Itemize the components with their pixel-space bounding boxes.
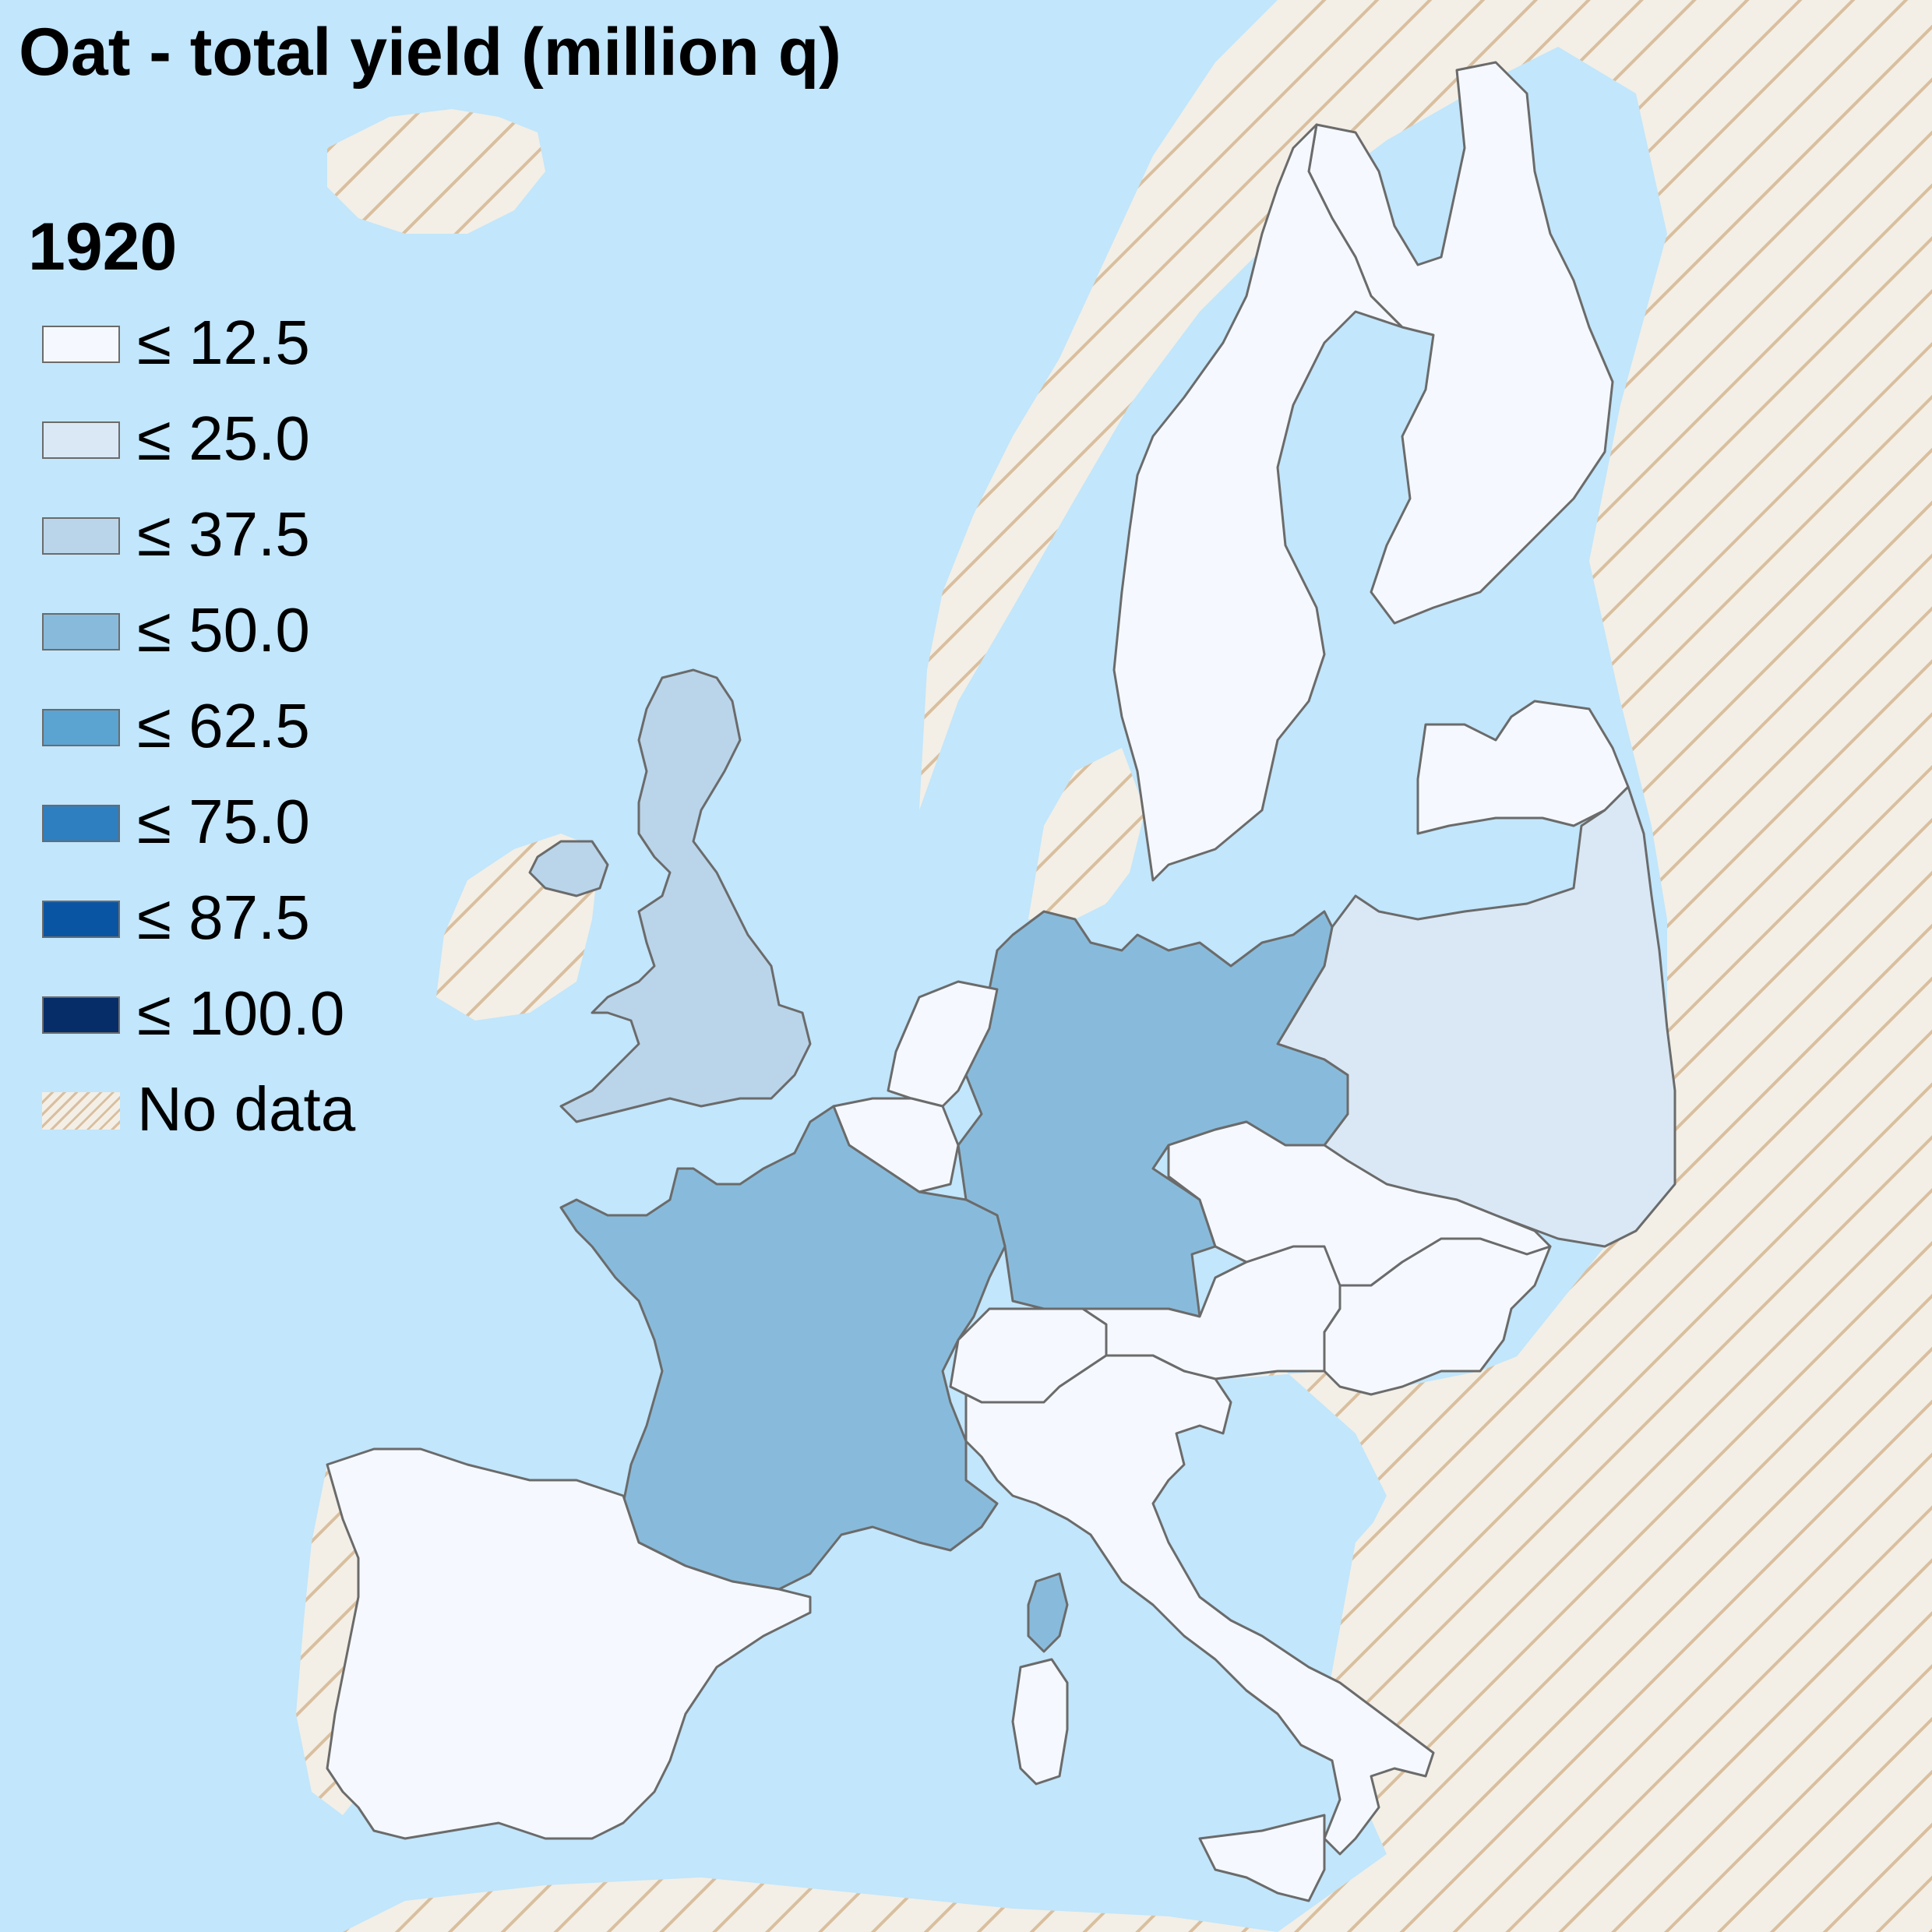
country-hungary (1323, 1237, 1552, 1396)
country-northern-ireland (528, 840, 609, 897)
legend-swatch (42, 996, 120, 1034)
legend-label: ≤ 12.5 (137, 308, 310, 377)
legend-label: ≤ 25.0 (137, 404, 310, 473)
legend-label: ≤ 37.5 (137, 499, 310, 569)
legend-label: ≤ 87.5 (137, 883, 310, 952)
legend-swatch (42, 901, 120, 938)
legend-swatch (42, 326, 120, 363)
legend-swatch (42, 613, 120, 650)
legend-swatch (42, 517, 120, 555)
legend-swatch (42, 709, 120, 746)
country-sicily (1198, 1814, 1326, 1902)
country-corsica (1027, 1572, 1069, 1653)
legend-swatch (42, 421, 120, 459)
country-sweden (1112, 123, 1404, 882)
legend-label: ≤ 50.0 (137, 595, 310, 665)
country-netherlands (887, 980, 999, 1108)
legend-swatch-nodata (42, 1092, 120, 1130)
country-finland (1307, 61, 1614, 625)
country-sardinia (1011, 1658, 1069, 1786)
nodata-denmark (1028, 748, 1145, 919)
country-spain (326, 1447, 812, 1840)
map-title: Oat - total yield (million q) (19, 15, 841, 90)
nodata-balkans (1231, 1246, 1792, 1683)
legend-label: ≤ 75.0 (137, 787, 310, 856)
legend-label: ≤ 100.0 (137, 978, 345, 1048)
country-italy (964, 1354, 1435, 1856)
map-year: 1920 (28, 210, 178, 284)
nodata-iceland (327, 109, 545, 234)
country-united-kingdom (559, 668, 812, 1123)
nodata-north-africa (343, 1877, 1278, 1932)
legend-label: ≤ 62.5 (137, 691, 310, 760)
legend-swatch (42, 805, 120, 842)
nodata-norway (919, 0, 1932, 810)
legend-label: No data (137, 1074, 356, 1144)
